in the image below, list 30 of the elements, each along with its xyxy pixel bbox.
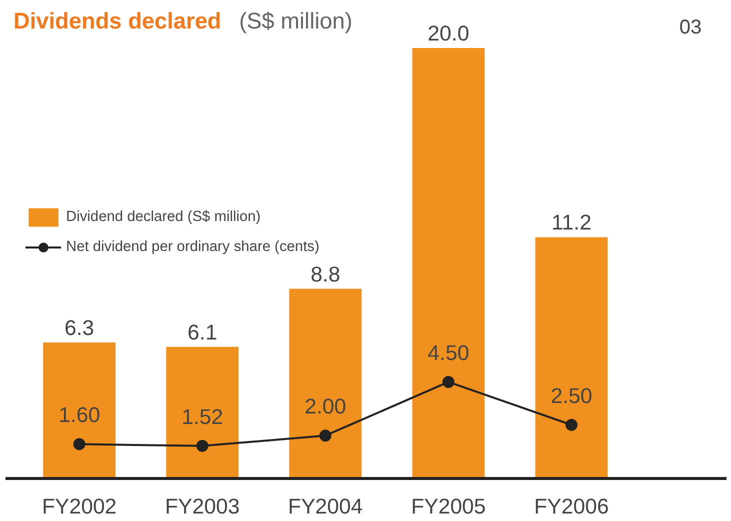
- point: [442, 376, 454, 388]
- bar: [535, 237, 608, 478]
- x-tick-label: FY2004: [288, 494, 363, 518]
- x-tick-label: FY2005: [411, 494, 486, 518]
- x-tick-label: FY2006: [534, 494, 609, 518]
- data-label: 2.00: [304, 394, 346, 419]
- x-tick-label: FY2002: [42, 494, 117, 518]
- data-label: 1.60: [58, 403, 100, 428]
- chart-subtitle: (S$ million): [239, 8, 352, 34]
- data-label: 2.50: [550, 384, 592, 408]
- legend-label: Dividend declared (S$ million): [66, 209, 261, 225]
- bar: [166, 346, 239, 478]
- bar: [43, 342, 116, 478]
- data-label: 1.52: [182, 404, 224, 429]
- data-label: 8.8: [310, 262, 340, 286]
- data-label: 6.3: [64, 316, 94, 340]
- data-label: 4.50: [428, 340, 470, 365]
- x-tick-label: FY2003: [165, 494, 240, 518]
- bar: [289, 288, 362, 478]
- data-label: 11.2: [552, 210, 592, 235]
- text: 03: [679, 16, 702, 38]
- chart-title: Dividends declared: [14, 8, 222, 34]
- data-label: 20.0: [428, 22, 470, 46]
- data-label: 6.1: [188, 320, 218, 344]
- bar: [412, 48, 485, 478]
- legend-label: Net dividend per ordinary share (cents): [66, 239, 320, 255]
- point: [73, 438, 86, 450]
- point: [196, 440, 208, 452]
- point: [565, 418, 578, 431]
- point: [319, 430, 332, 442]
